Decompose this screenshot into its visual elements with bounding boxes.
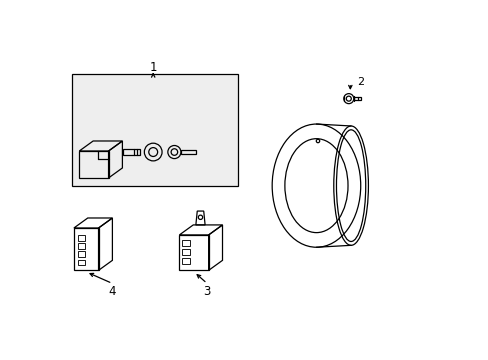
Bar — [182, 258, 190, 264]
Bar — [78, 235, 84, 241]
Text: 1: 1 — [149, 61, 157, 74]
Bar — [78, 243, 84, 249]
Bar — [78, 252, 84, 257]
Text: 4: 4 — [108, 285, 116, 298]
Bar — [182, 240, 190, 247]
Text: 2: 2 — [357, 77, 364, 87]
Bar — [72, 74, 238, 186]
Text: 3: 3 — [203, 285, 210, 298]
Bar — [78, 260, 84, 265]
Bar — [182, 249, 190, 255]
